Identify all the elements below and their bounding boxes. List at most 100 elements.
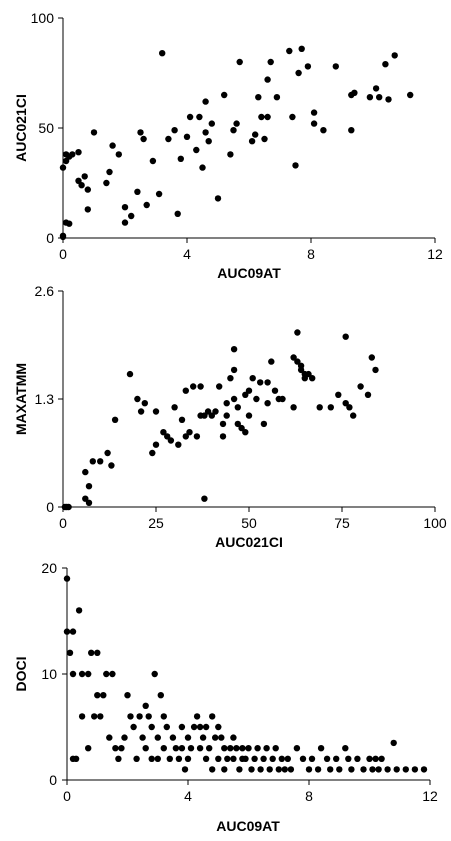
- data-point: [223, 400, 230, 407]
- data-point: [385, 96, 392, 103]
- data-point: [378, 755, 385, 762]
- x-axis-label: AUC021CI: [215, 534, 283, 550]
- data-point: [281, 766, 288, 773]
- y-axis-label: AUC021CI: [13, 94, 29, 162]
- data-point: [249, 375, 256, 382]
- x-tick-label: 4: [184, 788, 192, 804]
- data-point: [197, 383, 204, 390]
- data-point: [253, 395, 260, 403]
- data-point: [212, 734, 219, 741]
- data-point: [121, 734, 128, 741]
- data-point: [248, 138, 256, 145]
- data-point: [104, 449, 111, 457]
- data-point: [130, 723, 137, 731]
- data-point: [88, 649, 95, 656]
- data-point: [164, 433, 171, 440]
- data-point: [215, 723, 222, 731]
- data-point: [391, 52, 398, 59]
- data-point: [204, 408, 212, 415]
- data-point: [293, 745, 301, 752]
- data-point: [287, 766, 295, 773]
- points-layer: [61, 329, 379, 511]
- data-point: [393, 766, 400, 773]
- data-point: [234, 420, 241, 428]
- data-point: [112, 745, 119, 752]
- x-axis-label: AUC09AT: [216, 818, 280, 834]
- data-point: [264, 113, 271, 121]
- data-point: [251, 755, 258, 762]
- data-point: [263, 745, 270, 752]
- data-point: [255, 94, 262, 101]
- data-point: [89, 458, 97, 465]
- data-point: [149, 157, 157, 165]
- data-point: [317, 745, 325, 752]
- data-point: [208, 120, 215, 127]
- data-point: [364, 391, 372, 398]
- data-point: [304, 63, 312, 70]
- data-point: [271, 387, 279, 394]
- data-point: [245, 745, 252, 752]
- data-point: [201, 495, 208, 502]
- data-point: [109, 670, 116, 678]
- data-point: [233, 745, 240, 752]
- data-point: [298, 45, 305, 52]
- y-axis-label: MAXATMM: [13, 363, 29, 435]
- y-tick-label: 0: [49, 772, 57, 788]
- data-point: [183, 133, 191, 140]
- data-point: [171, 404, 178, 411]
- data-point: [264, 379, 271, 386]
- data-point: [177, 155, 184, 162]
- data-point: [245, 387, 253, 394]
- data-point: [275, 395, 282, 403]
- data-point: [327, 766, 334, 773]
- data-point: [103, 670, 110, 678]
- data-point: [346, 404, 353, 411]
- x-tick-label: 25: [148, 515, 164, 531]
- y-tick-label: 10: [41, 666, 57, 682]
- data-point: [181, 766, 189, 773]
- data-point: [420, 766, 428, 773]
- data-point: [348, 127, 355, 134]
- data-point: [310, 120, 318, 127]
- data-point: [199, 164, 206, 171]
- data-point: [160, 713, 167, 720]
- data-point: [142, 745, 149, 752]
- data-point: [81, 173, 88, 180]
- data-point: [109, 142, 116, 149]
- data-point: [190, 383, 197, 390]
- data-point: [257, 379, 264, 386]
- data-point: [196, 723, 204, 731]
- data-point: [257, 766, 264, 773]
- x-tick-label: 0: [63, 788, 71, 804]
- data-point: [111, 416, 119, 423]
- data-point: [309, 375, 316, 382]
- x-tick-label: 12: [427, 246, 443, 262]
- data-point: [224, 755, 231, 762]
- data-point: [382, 60, 389, 68]
- data-point: [184, 755, 192, 762]
- data-point: [193, 433, 201, 440]
- data-point: [384, 766, 391, 773]
- data-point: [335, 391, 342, 398]
- data-point: [273, 94, 281, 101]
- data-point: [230, 395, 238, 403]
- y-tick-label: 2.6: [35, 283, 55, 299]
- data-point: [230, 366, 238, 374]
- chart-panel-3: 0 10 20 0 4 8 12 AUC09AT DOCI: [13, 560, 438, 834]
- data-point: [148, 723, 155, 731]
- data-point: [155, 190, 163, 198]
- data-point: [264, 400, 271, 407]
- data-point: [221, 745, 228, 752]
- data-point: [236, 766, 243, 773]
- data-point: [85, 670, 92, 678]
- data-point: [294, 329, 301, 336]
- y-tick-label: 20: [41, 560, 57, 576]
- data-point: [366, 94, 374, 101]
- data-point: [209, 766, 216, 773]
- data-point: [305, 370, 312, 378]
- data-point: [336, 766, 343, 773]
- data-point: [212, 408, 219, 415]
- data-point: [166, 755, 173, 762]
- x-tick-label: 4: [183, 246, 191, 262]
